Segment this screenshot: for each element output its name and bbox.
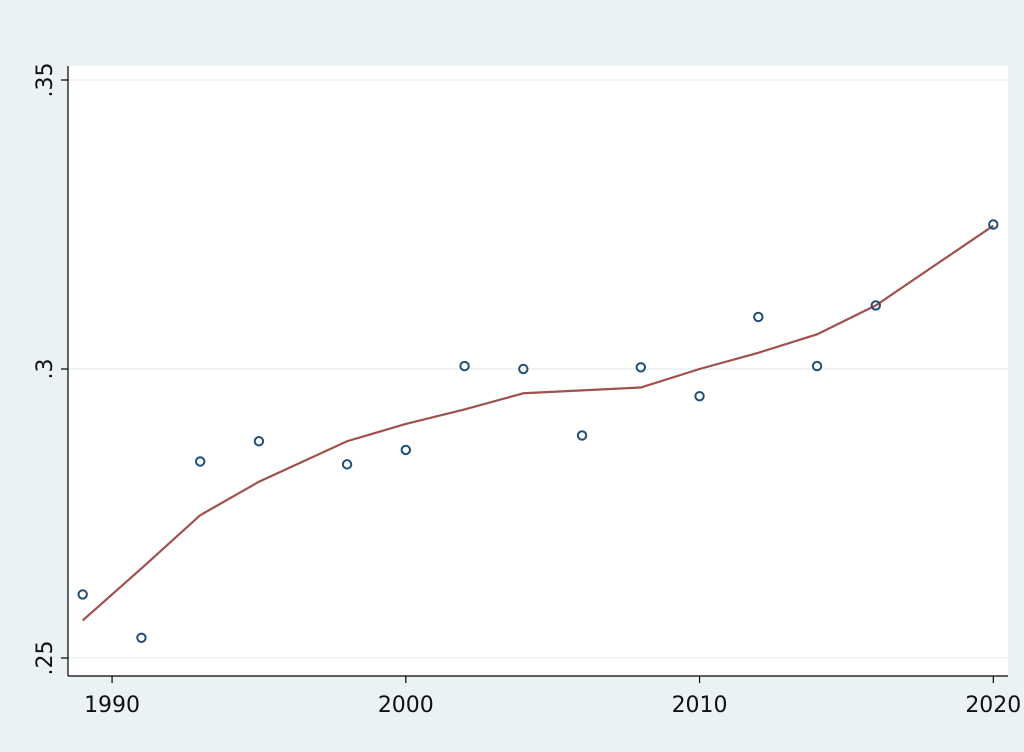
scatter-point bbox=[753, 311, 764, 323]
y-tick-label: .3 bbox=[33, 359, 58, 380]
x-tick-label: 2000 bbox=[378, 693, 434, 718]
y-tick-label: .35 bbox=[33, 63, 58, 98]
plot-area bbox=[68, 66, 1008, 676]
scatter-point bbox=[811, 360, 823, 372]
scatter-point bbox=[870, 300, 882, 311]
scatter-point bbox=[694, 390, 705, 402]
y-axis: .25 .3 .35 bbox=[33, 63, 68, 676]
x-tick-label: 1990 bbox=[84, 693, 140, 718]
scatter-point bbox=[253, 436, 265, 447]
x-tick-label: 2020 bbox=[965, 693, 1021, 718]
scatter-point bbox=[576, 430, 588, 441]
grid-lines bbox=[68, 79, 1008, 659]
scatter-point bbox=[77, 589, 88, 600]
scatter-point bbox=[194, 456, 206, 467]
scatter-point bbox=[635, 362, 647, 373]
scatter-points bbox=[77, 219, 999, 643]
scatter-point bbox=[988, 219, 999, 230]
fit-line bbox=[81, 224, 994, 622]
scatter-point bbox=[136, 632, 147, 643]
scatter-point bbox=[400, 444, 412, 456]
scatter-point bbox=[341, 459, 353, 470]
scatter-point bbox=[518, 363, 529, 375]
y-tick-label: .25 bbox=[33, 641, 58, 676]
x-tick-label: 2010 bbox=[672, 693, 728, 718]
x-axis: 1990 2000 2010 2020 bbox=[84, 676, 1021, 718]
scatter-point bbox=[459, 360, 470, 372]
